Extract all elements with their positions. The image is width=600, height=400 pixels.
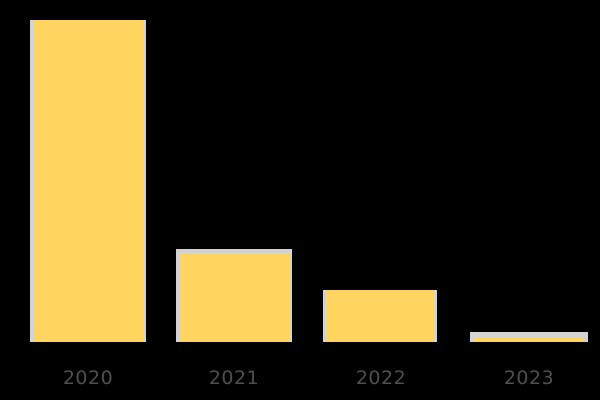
bar-value-3 [323, 290, 437, 342]
x-tick-label-2: 2021 [208, 367, 260, 389]
x-tick-label-4: 2023 [503, 367, 555, 389]
bar-value-4 [470, 332, 588, 342]
x-tick-label-1: 2020 [62, 367, 114, 389]
bar-value-1 [30, 20, 146, 342]
x-tick-label-3: 2022 [355, 367, 407, 389]
bar-value-2 [176, 249, 292, 342]
plot-area [30, 20, 588, 342]
